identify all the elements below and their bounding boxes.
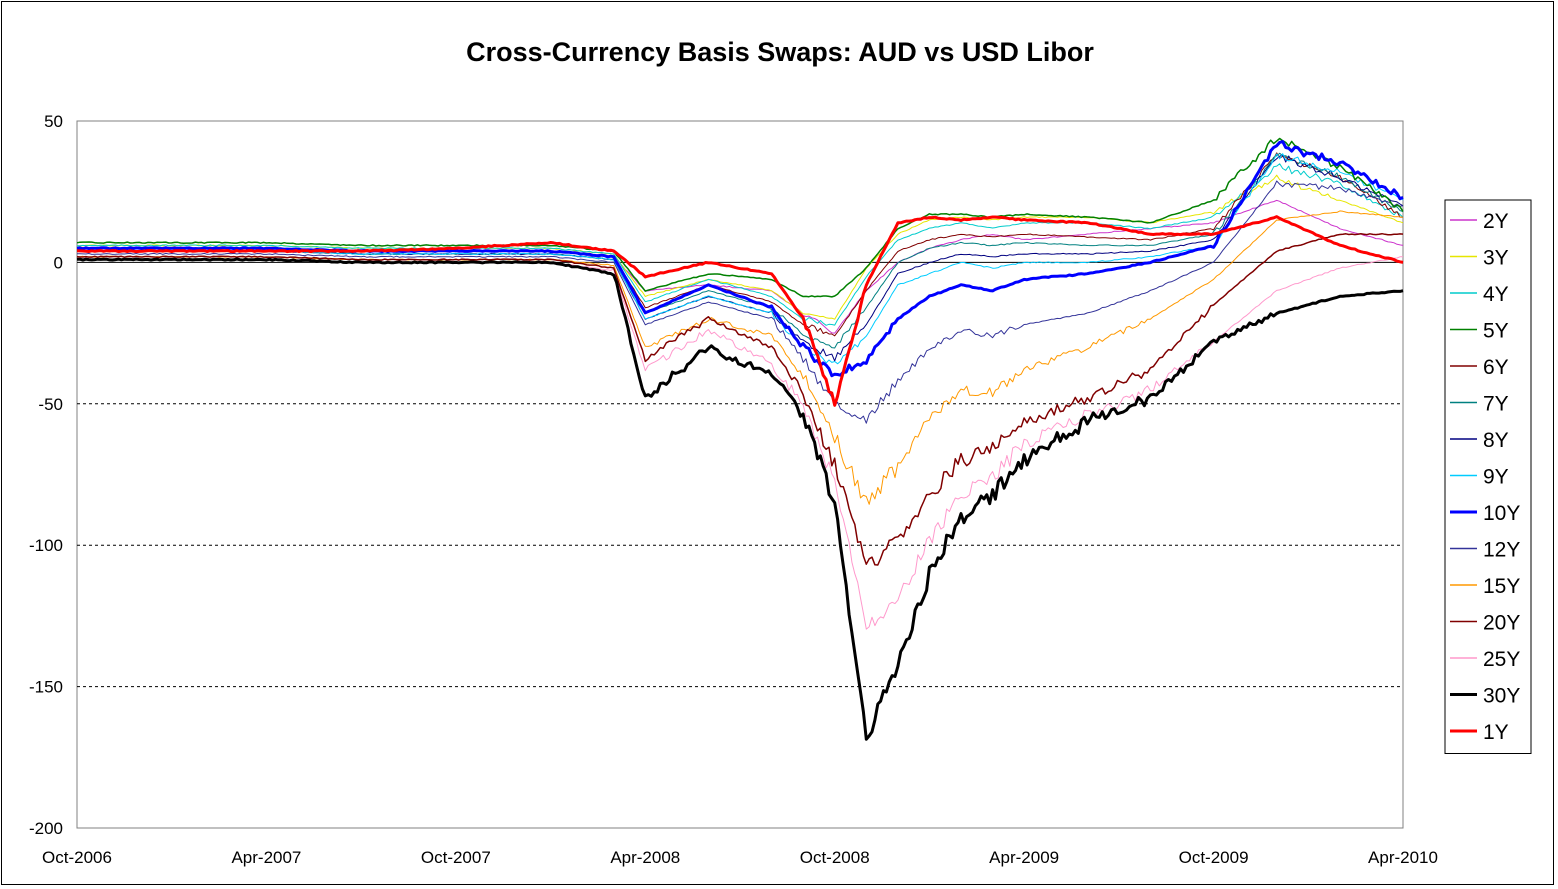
x-axis-ticks: Oct-2006 Apr-2007 Oct-2007 Apr-2008 Oct-2008… — [42, 848, 1438, 867]
legend-label: 20Y — [1483, 612, 1520, 635]
x-tick-label: Apr-2010 — [1368, 848, 1438, 867]
x-tick-label: Oct-2008 — [800, 848, 870, 867]
legend-label: 25Y — [1483, 648, 1520, 671]
legend-label: 15Y — [1483, 575, 1520, 598]
legend-label: 5Y — [1483, 320, 1509, 343]
series-line-4y — [76, 163, 1404, 326]
x-tick-label: Apr-2008 — [610, 848, 680, 867]
legend-label: 1Y — [1483, 721, 1509, 744]
series-layer — [76, 137, 1404, 741]
y-tick-label: 50 — [44, 112, 63, 131]
x-tick-label: Oct-2006 — [42, 848, 112, 867]
legend-label: 12Y — [1483, 539, 1520, 562]
legend: 2Y 3Y 4Y 5Y 6Y 7Y 8Y 9Y 10Y 12Y 15Y 20Y 25Y 30Y 1Y — [1444, 199, 1532, 754]
chart-title: Cross-Currency Basis Swaps: AUD vs USD L… — [466, 37, 1094, 67]
series-line-12y — [77, 180, 1404, 424]
series-line-10y — [76, 140, 1404, 378]
x-tick-label: Apr-2007 — [231, 848, 301, 867]
y-tick-label: -100 — [29, 536, 63, 555]
series-line-1y — [76, 215, 1404, 407]
y-tick-label: -50 — [38, 395, 63, 414]
series-line-5y — [76, 137, 1404, 298]
legend-label: 3Y — [1483, 247, 1509, 270]
plot-border — [76, 120, 1404, 829]
legend-label: 4Y — [1483, 283, 1509, 306]
series-line-30y — [76, 257, 1404, 741]
legend-label: 2Y — [1483, 210, 1509, 233]
plot-area — [76, 120, 1404, 829]
legend-label: 7Y — [1483, 393, 1509, 416]
legend-label: 6Y — [1483, 356, 1509, 379]
legend-label: 9Y — [1483, 466, 1509, 489]
x-tick-label: Apr-2009 — [989, 848, 1059, 867]
y-tick-label: -200 — [29, 819, 63, 838]
x-tick-label: Oct-2007 — [421, 848, 491, 867]
legend-label: 8Y — [1483, 429, 1509, 452]
legend-label: 10Y — [1483, 502, 1520, 525]
series-line-20y — [76, 232, 1404, 566]
x-tick-label: Oct-2009 — [1179, 848, 1249, 867]
legend-label: 30Y — [1483, 685, 1520, 708]
y-tick-label: -150 — [29, 678, 63, 697]
y-axis-ticks: 50 0 -50 -100 -150 -200 — [29, 112, 63, 838]
y-tick-label: 0 — [54, 253, 63, 272]
